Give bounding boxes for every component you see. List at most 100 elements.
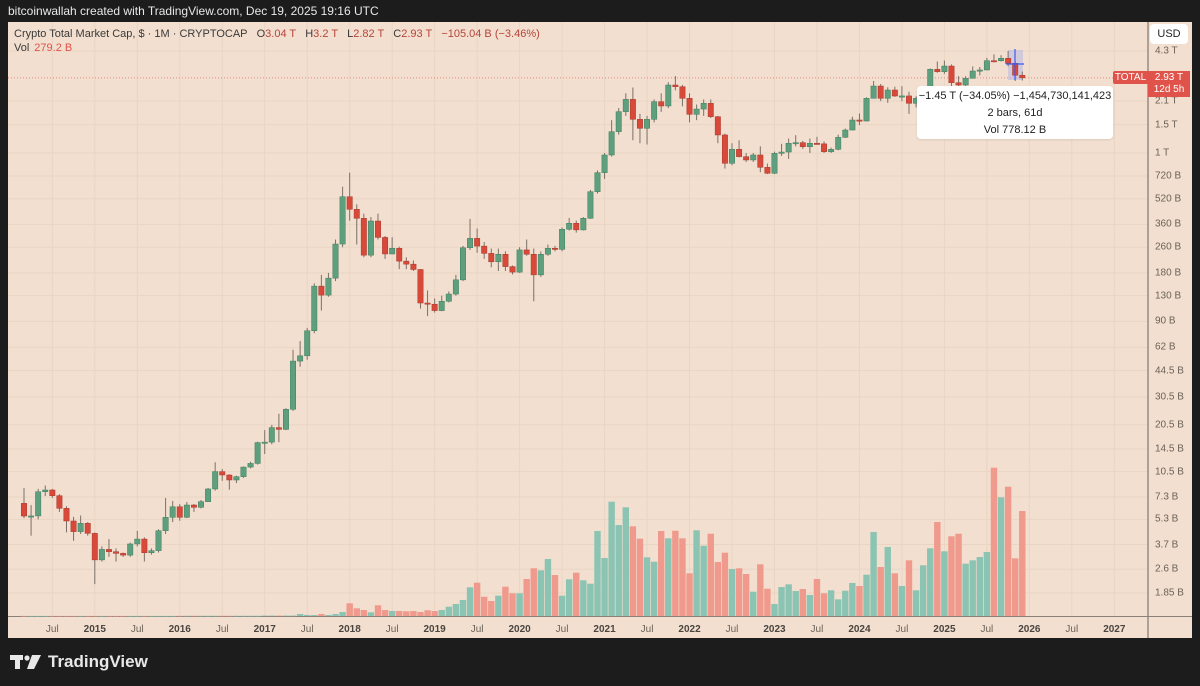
candle-body (898, 95, 905, 98)
candle-body (962, 78, 969, 86)
candle-body (98, 549, 105, 561)
volume-bar (757, 564, 764, 616)
volume-bar (27, 615, 35, 617)
candle-body (212, 471, 219, 490)
volume-bar (905, 560, 913, 616)
candle (573, 220, 580, 233)
volume-bar (20, 615, 28, 617)
time-axis-label: 2020 (508, 624, 531, 635)
candle (403, 257, 410, 270)
candle-body (530, 254, 537, 276)
volume-bar (190, 615, 198, 617)
candle (98, 546, 105, 562)
volume-bar (226, 615, 233, 617)
candle (828, 147, 835, 153)
volume-bar (615, 525, 622, 616)
candle-body (219, 471, 226, 476)
candle-body (622, 99, 629, 112)
candle (991, 54, 997, 63)
candle-body (835, 137, 842, 150)
volume-bar (870, 532, 877, 616)
candle (998, 55, 1004, 62)
time-axis-label: Jul (300, 624, 314, 635)
candle-body (764, 167, 771, 174)
candle-body (615, 111, 622, 132)
candle-body (948, 65, 955, 83)
tradingview-logo[interactable]: TradingView (10, 652, 148, 672)
candle-body (155, 530, 162, 551)
volume-bar (367, 612, 375, 616)
volume-bar (516, 593, 523, 616)
price-axis-label: 20.5 B (1155, 419, 1184, 431)
time-axis-label: 2021 (593, 624, 616, 635)
candle (106, 539, 112, 557)
volume-bar (863, 574, 870, 616)
volume-bar (176, 615, 183, 617)
time-axis-label: 2022 (678, 624, 701, 635)
candle-body (375, 220, 381, 238)
candle-body (672, 84, 679, 87)
candle (594, 170, 601, 194)
price-axis-label: 14.5 B (1155, 443, 1184, 455)
candle (495, 248, 502, 271)
candle-body (318, 285, 325, 296)
candle (212, 462, 219, 491)
volume-bar (311, 614, 318, 616)
candle-body (743, 156, 750, 161)
candle (799, 140, 806, 149)
volume-bar (735, 568, 743, 616)
candle-body (176, 506, 183, 518)
candle-body (431, 303, 438, 311)
volume-bar (509, 593, 516, 616)
candle (544, 244, 551, 256)
candle-body (410, 263, 417, 270)
time-axis-label: Jul (385, 624, 399, 635)
candle-body (721, 134, 728, 164)
volume-bar (452, 604, 460, 616)
candle (481, 242, 488, 259)
time-axis-label: Jul (130, 624, 144, 635)
candle-body (325, 277, 332, 296)
candle-body (998, 58, 1004, 62)
candle-body (481, 245, 488, 254)
volume-bar (764, 588, 771, 616)
volume-bar (835, 599, 842, 616)
candle (183, 501, 190, 519)
price-axis-label: 62 B (1155, 341, 1176, 353)
candle-body (226, 474, 233, 481)
candle-body (644, 119, 650, 129)
volume-bar (580, 580, 587, 616)
candle (367, 217, 374, 258)
volume-bar (346, 603, 353, 616)
candle-body (403, 260, 410, 265)
candle-body (707, 103, 714, 117)
candle (814, 136, 820, 145)
time-axis-label: Jul (555, 624, 569, 635)
candle (983, 57, 990, 71)
candle (1019, 71, 1026, 81)
candle-body (360, 218, 367, 256)
volume-bar (573, 572, 580, 616)
symbol-name: Crypto Total Market Cap, $ · 1M · CRYPTO… (14, 28, 248, 40)
time-axis-label: 2019 (423, 624, 446, 635)
time-axis-label: Jul (45, 624, 59, 635)
volume-bar (827, 590, 835, 616)
volume-bar (204, 615, 212, 617)
price-axis-label: 44.5 B (1155, 365, 1184, 377)
candle (629, 87, 636, 141)
candle (552, 245, 558, 252)
volume-bar (289, 615, 297, 617)
candle (283, 408, 289, 431)
time-axis-label: 2015 (83, 624, 106, 635)
candle (877, 84, 884, 102)
volume-bar (183, 615, 191, 617)
volume-bar (927, 548, 934, 616)
candle (304, 327, 311, 360)
candle (318, 274, 325, 311)
candle (686, 93, 693, 123)
currency-button[interactable]: USD (1150, 24, 1188, 44)
candle-body (488, 253, 495, 263)
candle-body (714, 116, 721, 136)
candle (523, 239, 530, 256)
